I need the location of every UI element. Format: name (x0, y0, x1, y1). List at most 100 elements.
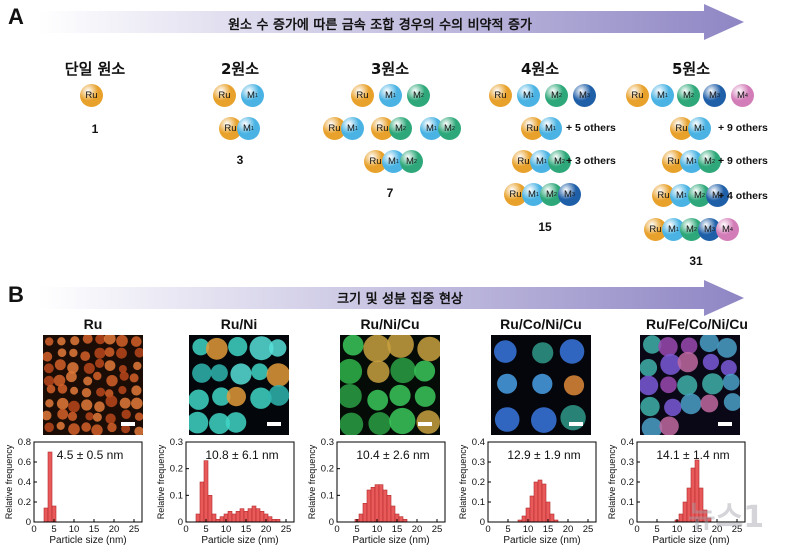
nanoparticle (43, 375, 55, 387)
nanoparticle (67, 362, 79, 374)
histogram-bar (227, 511, 233, 523)
nanoparticle (70, 386, 79, 395)
others-five-c: + 4 others (718, 190, 768, 202)
nanoparticle (226, 386, 246, 407)
nanoparticle-texture (494, 339, 586, 433)
x-tick-label: 15 (241, 524, 252, 535)
nanoparticle (92, 412, 102, 422)
column-title-five: 5원소 (671, 60, 711, 78)
nanoparticle (134, 347, 143, 358)
y-tick-label: 0.1 (621, 497, 634, 508)
x-tick-label: 10 (523, 524, 534, 535)
nanoparticle (680, 337, 698, 355)
element-ball-ru: Ru (364, 150, 387, 173)
nanoparticle (269, 339, 287, 357)
scale-bar (418, 422, 432, 426)
element-ball-ru: Ru (323, 117, 346, 140)
x-tick-label: 10 (372, 524, 383, 535)
x-tick-label: 25 (281, 524, 292, 535)
nanoparticle (81, 388, 92, 398)
nanoparticle (56, 397, 69, 410)
x-axis-label: Particle size (nm) (201, 535, 278, 546)
nanoparticle (641, 417, 663, 435)
nanoparticle (95, 335, 106, 345)
nanoparticle (723, 393, 740, 411)
element-ball-ru: Ru (652, 184, 675, 207)
sample-title-ru-ni: Ru/Ni (220, 316, 258, 332)
nanoparticle (205, 337, 228, 360)
micrograph-ru-ni-cu (340, 335, 440, 435)
nanoparticle (387, 335, 414, 358)
panel-a-arrow (38, 4, 744, 40)
element-ball-ru: Ru (80, 84, 103, 107)
column-title-four: 4원소 (520, 60, 560, 78)
nanoparticle (363, 335, 391, 363)
nanoparticle (68, 400, 80, 413)
x-tick-label: 5 (654, 524, 659, 535)
histogram-bar (537, 479, 543, 523)
plot-frame (336, 441, 446, 523)
nanoparticle (105, 413, 116, 424)
x-tick-label: 20 (563, 524, 574, 535)
nanoparticle (212, 387, 231, 406)
histogram-bar (195, 513, 201, 523)
y-axis-label: Relative frequency (607, 444, 617, 519)
nanoparticle (664, 398, 682, 417)
nanoparticle (660, 376, 677, 394)
nanoparticle (118, 365, 127, 373)
element-ball-ru: Ru (489, 84, 512, 107)
y-tick-label: 0.2 (170, 464, 183, 475)
nanoparticle-texture (189, 336, 289, 434)
nanoparticle (104, 360, 116, 371)
nanoparticle (118, 386, 127, 395)
panel-a-arrow-text: 원소 수 증가에 따른 금속 조합 경우의 수의 비약적 증가 (228, 18, 532, 33)
histogram-bar (678, 513, 684, 523)
histogram-bar (362, 503, 368, 523)
y-tick-label: 0.3 (621, 457, 634, 468)
count-single: 1 (91, 122, 99, 136)
element-ball-ru: Ru (219, 117, 242, 140)
y-tick-label: 0.3 (472, 457, 485, 468)
y-tick-label: 0.2 (321, 464, 334, 475)
y-tick-label: 0.1 (472, 497, 485, 508)
histogram-bar (533, 481, 539, 523)
nanoparticle (85, 412, 94, 421)
element-ball-ru: Ru (351, 84, 374, 107)
x-tick-label: 10 (221, 524, 232, 535)
column-title-three: 3원소 (370, 60, 410, 78)
nanoparticle (45, 337, 54, 346)
nanoparticle (340, 384, 362, 408)
nanoparticle (702, 373, 724, 395)
histogram-bar (219, 516, 225, 523)
scale-bar (718, 422, 732, 426)
nanoparticle (129, 373, 139, 383)
x-tick-label: 20 (261, 524, 272, 535)
histogram-bar (378, 484, 384, 523)
plot-frame (185, 441, 295, 523)
nanoparticle (189, 389, 209, 410)
nanoparticle (105, 395, 118, 408)
x-tick-label: 25 (732, 524, 743, 535)
element-ball-ru: Ru (371, 117, 394, 140)
nanoparticle (93, 371, 102, 381)
nanoparticle (54, 359, 66, 371)
histogram-ru-ni: 0 5 10 15 20 25 0 0.1 0.2 0.3 10.8 ± 6.1 nm Particl… (152, 437, 304, 550)
others-four-b: + 3 others (566, 155, 616, 167)
x-tick-label: 15 (692, 524, 703, 535)
nanoparticle (80, 351, 91, 361)
nanoparticle (131, 397, 143, 410)
nanoparticle (389, 407, 416, 435)
histogram-bar (358, 513, 364, 523)
nanoparticle (67, 411, 78, 421)
nanoparticle (94, 347, 106, 359)
nanoparticle (367, 389, 389, 411)
